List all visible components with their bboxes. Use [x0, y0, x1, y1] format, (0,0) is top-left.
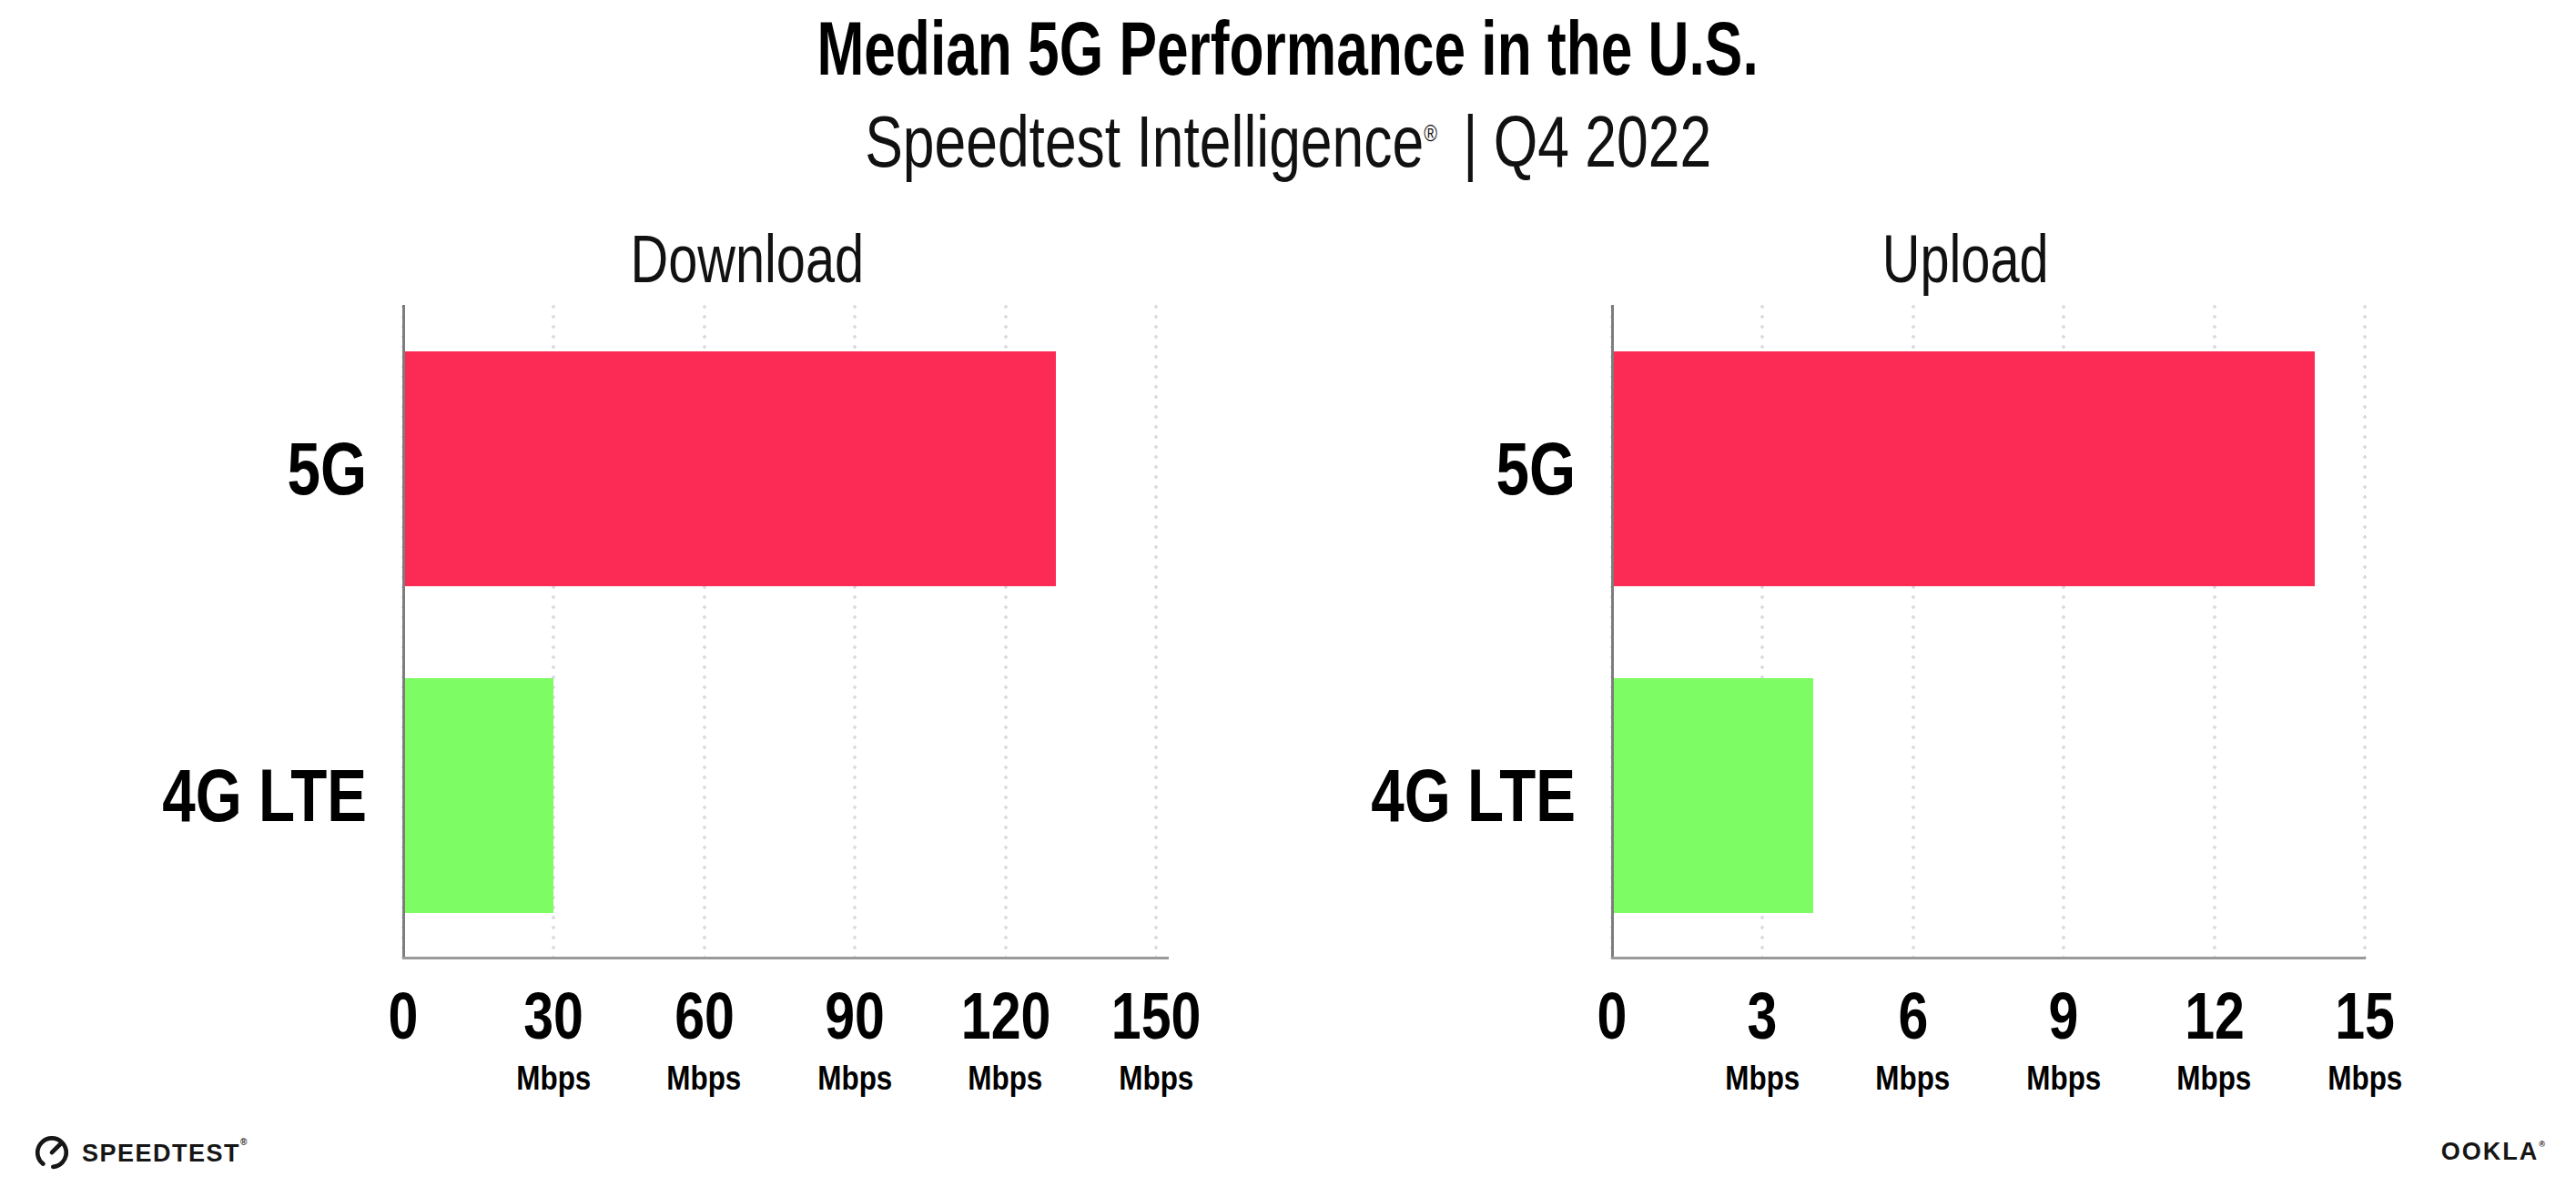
page-subtitle: Speedtest Intelligence® | Q4 2022 — [0, 96, 2576, 188]
bar-download-4g-lte — [403, 678, 553, 913]
y-axis-line-upload — [1611, 305, 1614, 959]
chart-title-upload: Upload — [1989, 226, 2203, 293]
chart-title-text: Upload — [1881, 226, 2048, 293]
x-tick-upload-15: 15 Mbps — [2274, 983, 2456, 1095]
plot-area-upload — [1612, 305, 2365, 959]
gridline-150-mbps — [1154, 305, 1158, 959]
x-tick-unit: Mbps — [2274, 1061, 2456, 1095]
page-title: Median 5G Performance in the U.S. — [0, 2, 2576, 96]
speedtest-logo: SPEEDTEST® — [33, 1132, 247, 1171]
x-tick-download-150: 150 Mbps — [1065, 983, 1247, 1095]
x-tick-unit-text: Mbps — [2026, 1061, 2101, 1095]
subtitle-period: | Q4 2022 — [1463, 101, 1711, 182]
gridline-15-mbps — [2363, 305, 2367, 959]
chart-title-text: Download — [630, 226, 864, 293]
x-tick-value: 12 — [2185, 983, 2245, 1049]
x-tick-value: 60 — [674, 983, 735, 1049]
x-tick-unit: Mbps — [1065, 1061, 1247, 1095]
x-tick-unit-text: Mbps — [516, 1061, 591, 1095]
ookla-logo: OOKLA® — [2441, 1140, 2545, 1164]
x-tick-value: 3 — [1748, 983, 1778, 1049]
chart-title-download: Download — [780, 226, 1080, 293]
x-tick-unit-text: Mbps — [2328, 1061, 2402, 1095]
infographic-median-5g-performance: { "header": { "title": "Median 5G Perfor… — [0, 0, 2576, 1197]
bar-download-5g — [403, 351, 1056, 586]
plot-area-download — [403, 305, 1156, 959]
x-tick-value: 30 — [524, 983, 584, 1049]
subtitle-brand: Speedtest Intelligence — [865, 101, 1424, 182]
x-tick-value: 15 — [2335, 983, 2395, 1049]
speedtest-wordmark: SPEEDTEST® — [82, 1138, 247, 1166]
x-tick-unit-text: Mbps — [1876, 1061, 1951, 1095]
category-label-download-4g-lte: 4G LTE — [61, 758, 367, 833]
x-tick-unit-text: Mbps — [817, 1061, 892, 1095]
x-axis-line-download — [402, 957, 1169, 959]
x-tick-unit-text: Mbps — [1725, 1061, 1800, 1095]
category-label-upload-5g: 5G — [1270, 431, 1576, 506]
x-tick-unit-text: Mbps — [1119, 1061, 1193, 1095]
x-tick-unit-text: Mbps — [667, 1061, 742, 1095]
x-axis-line-upload — [1611, 957, 2366, 959]
speedtest-registered-mark-icon: ® — [240, 1137, 247, 1147]
bar-upload-5g — [1612, 351, 2315, 586]
x-tick-value: 0 — [1597, 983, 1628, 1049]
x-tick-unit-text: Mbps — [969, 1061, 1043, 1095]
page-title-text: Median 5G Performance in the U.S. — [817, 2, 1759, 96]
x-tick-value: 6 — [1898, 983, 1928, 1049]
ookla-registered-mark-icon: ® — [2539, 1140, 2545, 1149]
x-tick-value: 120 — [960, 983, 1050, 1049]
x-tick-value: 0 — [389, 983, 419, 1049]
bar-upload-4g-lte — [1612, 678, 1813, 913]
x-tick-value: 90 — [825, 983, 885, 1049]
ookla-wordmark: OOKLA — [2441, 1138, 2540, 1165]
x-tick-unit-text: Mbps — [2177, 1061, 2252, 1095]
speedtest-gauge-icon — [33, 1132, 71, 1171]
category-label-upload-4g-lte: 4G LTE — [1270, 758, 1576, 833]
x-tick-value: 9 — [2049, 983, 2079, 1049]
y-axis-line-download — [402, 305, 405, 959]
x-tick-value: 150 — [1111, 983, 1202, 1049]
registered-mark-icon: ® — [1424, 120, 1437, 146]
category-label-download-5g: 5G — [61, 431, 367, 506]
